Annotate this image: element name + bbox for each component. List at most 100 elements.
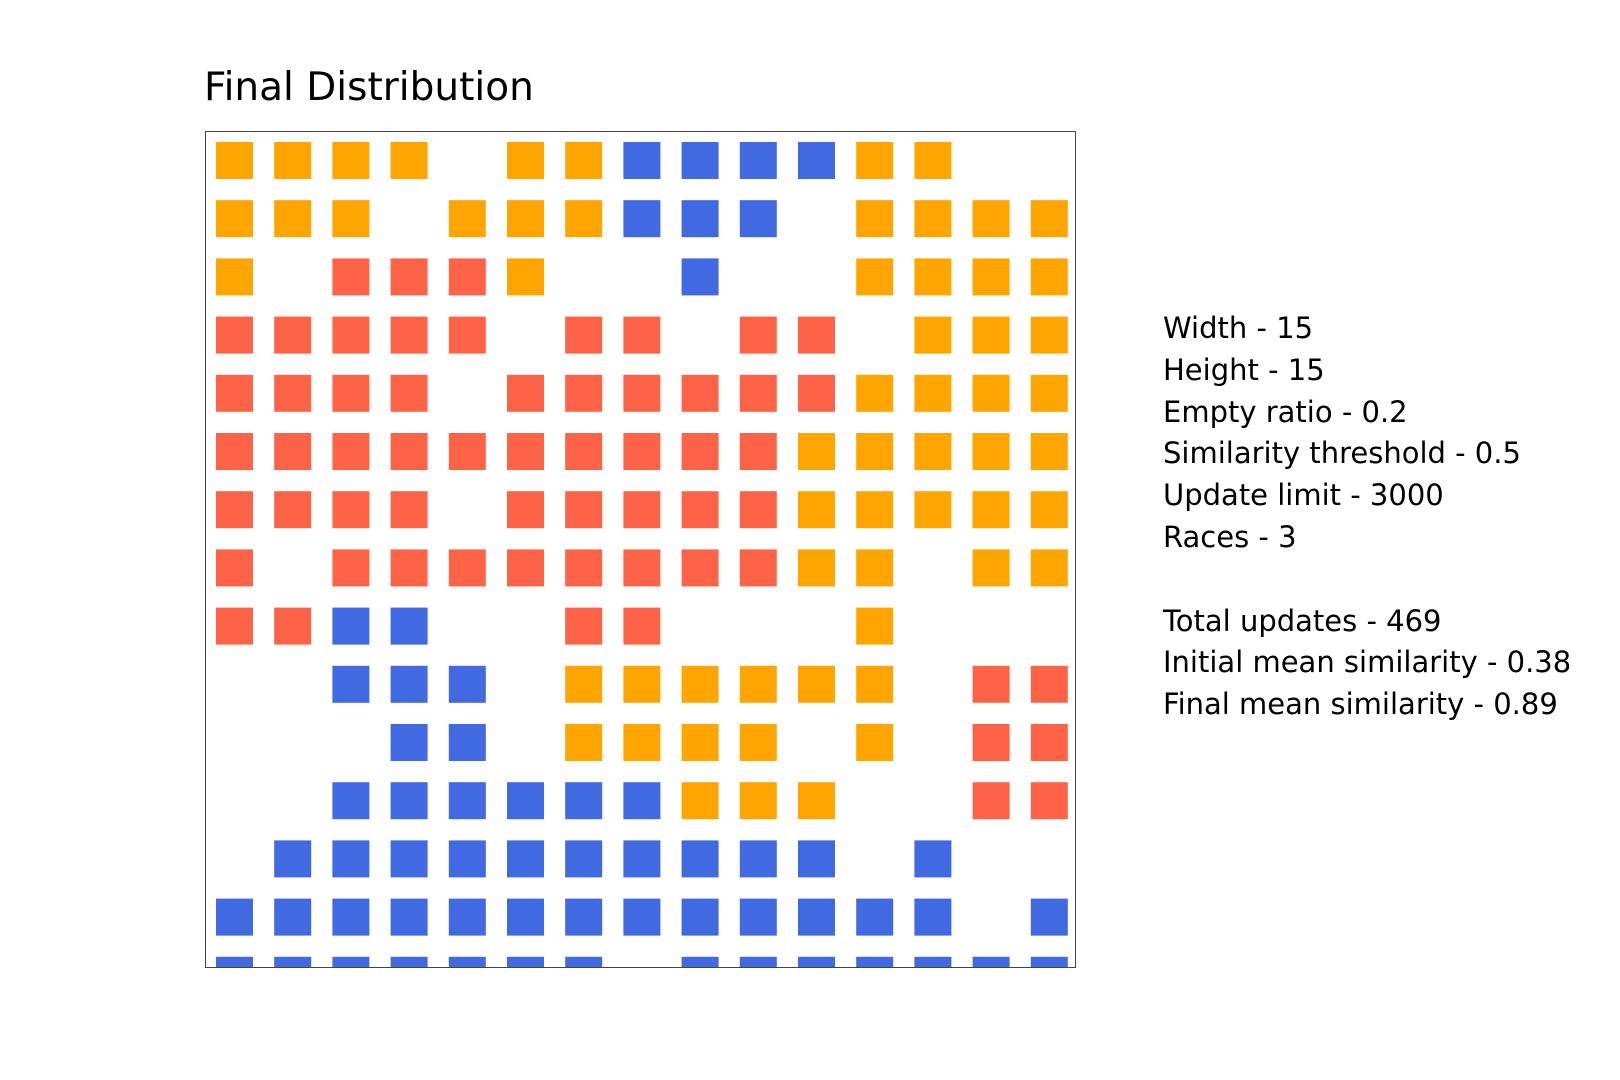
agent-cell-r13-c7 xyxy=(623,898,661,936)
agent-cell-r3-c4 xyxy=(448,316,486,354)
agent-cell-r0-c1 xyxy=(274,142,312,179)
agent-cell-r1-c5 xyxy=(507,200,544,238)
agent-cell-r6-c3 xyxy=(390,491,428,529)
agent-cell-r10-c4 xyxy=(448,724,486,761)
agent-cell-r13-c4 xyxy=(448,898,486,936)
agent-cell-r11-c2 xyxy=(332,782,370,820)
agent-cell-r0-c12 xyxy=(914,142,952,179)
agent-cell-r4-c13 xyxy=(972,374,1010,412)
agent-cell-r9-c7 xyxy=(623,665,661,703)
panel-spacer xyxy=(1163,559,1571,601)
agent-cell-r2-c5 xyxy=(507,258,544,296)
agent-cell-r4-c3 xyxy=(390,374,428,412)
agent-cell-r11-c6 xyxy=(565,782,603,820)
agent-cell-r4-c1 xyxy=(274,374,312,412)
agent-cell-r5-c7 xyxy=(623,433,661,470)
agent-cell-r0-c5 xyxy=(507,142,544,179)
agent-cell-r13-c6 xyxy=(565,898,603,936)
agent-cell-r10-c8 xyxy=(681,724,719,761)
agent-cell-r1-c2 xyxy=(332,200,370,238)
agent-cell-r14-c12 xyxy=(914,956,952,967)
agent-cell-r12-c1 xyxy=(274,840,312,878)
agent-cell-r10-c14 xyxy=(1030,724,1068,761)
agent-cell-r11-c8 xyxy=(681,782,719,820)
distribution-grid xyxy=(216,142,1068,967)
agent-cell-r6-c11 xyxy=(856,491,894,529)
agent-cell-r4-c2 xyxy=(332,374,370,412)
agent-cell-r2-c13 xyxy=(972,258,1010,296)
agent-cell-r11-c4 xyxy=(448,782,486,820)
agent-cell-r8-c0 xyxy=(216,607,253,645)
agent-cell-r4-c14 xyxy=(1030,374,1068,412)
agent-cell-r2-c8 xyxy=(681,258,719,296)
agent-cell-r3-c14 xyxy=(1030,316,1068,354)
agent-cell-r5-c14 xyxy=(1030,433,1068,470)
agent-cell-r6-c0 xyxy=(216,491,253,529)
param-width: Width - 15 xyxy=(1163,311,1314,345)
agent-cell-r10-c3 xyxy=(390,724,428,761)
agent-cell-r9-c11 xyxy=(856,665,894,703)
agent-cell-r14-c2 xyxy=(332,956,370,967)
agent-cell-r5-c3 xyxy=(390,433,428,470)
agent-cell-r13-c2 xyxy=(332,898,370,936)
agent-cell-r13-c8 xyxy=(681,898,719,936)
agent-cell-r3-c10 xyxy=(798,316,835,354)
agent-cell-r4-c12 xyxy=(914,374,952,412)
agent-cell-r12-c2 xyxy=(332,840,370,878)
agent-cell-r8-c7 xyxy=(623,607,661,645)
agent-cell-r8-c3 xyxy=(390,607,428,645)
param-height: Height - 15 xyxy=(1163,352,1325,387)
agent-cell-r0-c7 xyxy=(623,142,661,179)
agent-cell-r3-c3 xyxy=(390,316,428,354)
parameters-panel: Width - 15 Height - 15 Empty ratio - 0.2… xyxy=(1163,308,1571,726)
agent-cell-r9-c14 xyxy=(1030,665,1068,703)
agent-cell-r0-c11 xyxy=(856,142,894,179)
agent-cell-r9-c2 xyxy=(332,665,370,703)
agent-cell-r7-c13 xyxy=(972,549,1010,587)
agent-cell-r5-c2 xyxy=(332,433,370,470)
agent-cell-r1-c9 xyxy=(739,200,777,238)
param-similarity-threshold: Similarity threshold - 0.5 xyxy=(1163,436,1521,471)
agent-cell-r6-c2 xyxy=(332,491,370,529)
result-total-updates: Total updates - 469 xyxy=(1163,603,1442,638)
chart-title: Final Distribution xyxy=(204,65,534,110)
agent-cell-r7-c14 xyxy=(1030,549,1068,587)
agent-cell-r9-c10 xyxy=(798,665,835,703)
agent-cell-r1-c6 xyxy=(565,200,603,238)
agent-cell-r7-c5 xyxy=(507,549,544,587)
agent-cell-r8-c6 xyxy=(565,607,603,645)
agent-cell-r12-c9 xyxy=(739,840,777,878)
agent-cell-r0-c0 xyxy=(216,142,253,179)
grid-plot-area xyxy=(205,131,1076,968)
agent-cell-r5-c13 xyxy=(972,433,1010,470)
agent-cell-r12-c8 xyxy=(681,840,719,878)
agent-cell-r13-c14 xyxy=(1030,898,1068,936)
agent-cell-r12-c7 xyxy=(623,840,661,878)
agent-cell-r0-c9 xyxy=(739,142,777,179)
agent-cell-r13-c0 xyxy=(216,898,253,936)
agent-cell-r3-c1 xyxy=(274,316,312,354)
result-final-mean-similarity: Final mean similarity - 0.89 xyxy=(1163,687,1558,722)
agent-cell-r2-c0 xyxy=(216,258,253,296)
agent-cell-r14-c11 xyxy=(856,956,894,967)
agent-cell-r12-c6 xyxy=(565,840,603,878)
agent-cell-r4-c9 xyxy=(739,374,777,412)
agent-cell-r12-c10 xyxy=(798,840,835,878)
agent-cell-r7-c10 xyxy=(798,549,835,587)
agent-cell-r1-c0 xyxy=(216,200,253,238)
agent-cell-r13-c10 xyxy=(798,898,835,936)
agent-cell-r3-c7 xyxy=(623,316,661,354)
agent-cell-r3-c13 xyxy=(972,316,1010,354)
agent-cell-r10-c9 xyxy=(739,724,777,761)
agent-cell-r12-c5 xyxy=(507,840,544,878)
agent-cell-r1-c13 xyxy=(972,200,1010,238)
agent-cell-r3-c0 xyxy=(216,316,253,354)
agent-cell-r5-c0 xyxy=(216,433,253,470)
agent-cell-r14-c13 xyxy=(972,956,1010,967)
agent-cell-r12-c12 xyxy=(914,840,952,878)
agent-cell-r7-c7 xyxy=(623,549,661,587)
agent-cell-r2-c3 xyxy=(390,258,428,296)
agent-cell-r0-c8 xyxy=(681,142,719,179)
agent-cell-r0-c6 xyxy=(565,142,603,179)
agent-cell-r13-c11 xyxy=(856,898,894,936)
